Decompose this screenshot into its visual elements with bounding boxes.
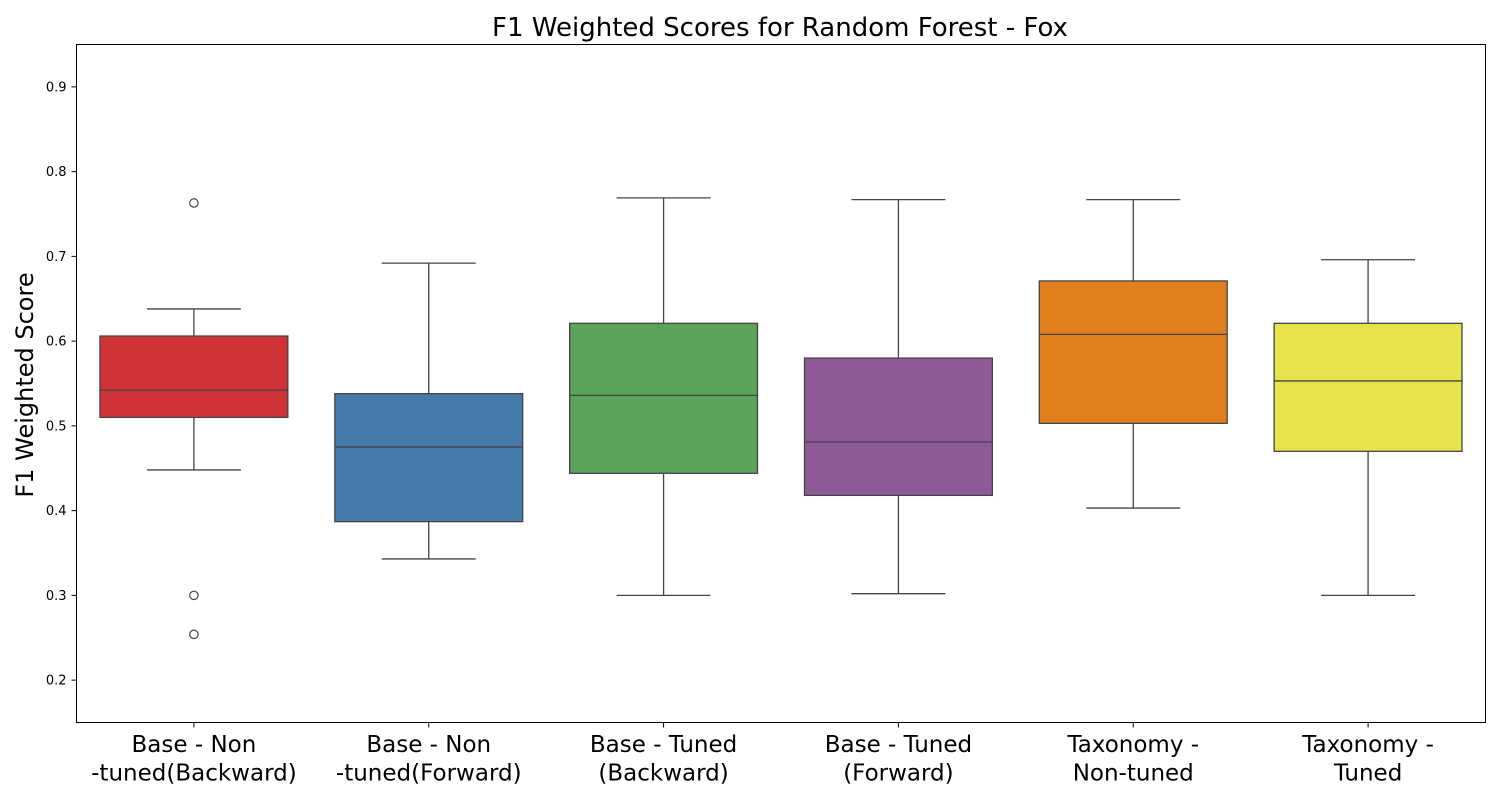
box-body xyxy=(803,357,994,497)
x-tick-label: Taxonomy - xyxy=(1066,732,1199,758)
box-body xyxy=(1038,280,1228,424)
outlier-point xyxy=(189,629,199,640)
x-tick-label: Taxonomy - xyxy=(1301,732,1434,758)
y-tick-label: 0.3 xyxy=(46,589,67,604)
box-body xyxy=(334,393,524,523)
box-body xyxy=(569,322,759,474)
y-tick-label: 0.9 xyxy=(46,80,67,95)
plot-area: 0.2 0.3 0.4 0.5 0.6 0.7 0.8 0.9 Base - Non -tuned… xyxy=(46,80,1463,787)
x-tick-label: Non-tuned xyxy=(1073,761,1194,787)
y-tick-label: 0.8 xyxy=(46,165,67,180)
box-body xyxy=(99,335,289,419)
x-tick-label: (Backward) xyxy=(598,761,728,787)
y-tick-label: 0.4 xyxy=(46,504,67,519)
x-tick-label: Base - Non xyxy=(366,732,491,758)
outlier-point xyxy=(189,198,199,208)
x-tick-label: (Forward) xyxy=(843,761,953,787)
y-tick-label: 0.5 xyxy=(46,419,67,434)
box-body xyxy=(1273,322,1463,452)
y-tick-label: 0.7 xyxy=(46,250,67,265)
outlier-point xyxy=(189,590,199,601)
x-tick-label: Base - Tuned xyxy=(825,732,972,758)
y-axis-label: F1 Weighted Score xyxy=(11,272,39,497)
x-tick-label: -tuned(Forward) xyxy=(336,761,522,787)
x-tick-label: Base - Non xyxy=(132,732,257,758)
x-tick-label: -tuned(Backward) xyxy=(91,761,297,787)
plot-frame xyxy=(76,44,1486,723)
y-tick-label: 0.2 xyxy=(46,674,67,689)
x-tick-label: Tuned xyxy=(1333,761,1402,787)
x-tick-label: Base - Tuned xyxy=(590,732,737,758)
y-tick-label: 0.6 xyxy=(46,335,67,350)
chart-title: F1 Weighted Scores for Random Forest - F… xyxy=(492,13,1068,43)
